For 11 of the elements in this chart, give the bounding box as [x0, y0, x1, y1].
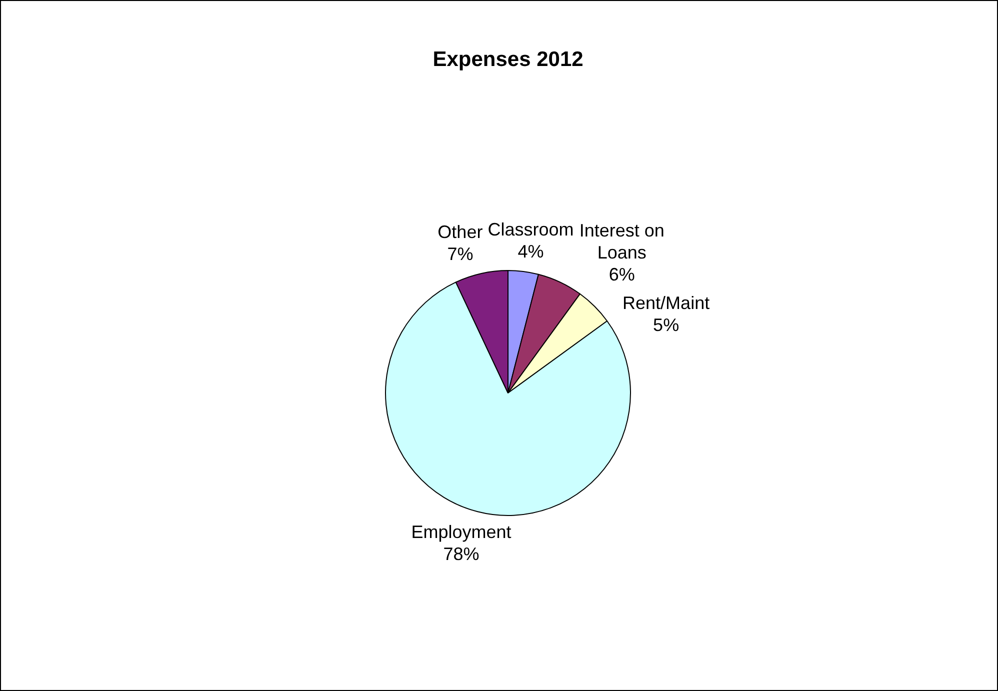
data-label: 6%	[608, 264, 635, 284]
chart-title: Expenses 2012	[432, 48, 584, 71]
slice-label: Other	[438, 222, 483, 242]
slice-label: Interest on Loans	[579, 220, 664, 262]
data-label: 78%	[443, 544, 480, 564]
slice-label: Employment	[411, 522, 512, 542]
data-label: 7%	[447, 244, 474, 264]
slice-label: Rent/Maint	[622, 293, 710, 314]
data-label: 5%	[653, 315, 680, 336]
data-label: 4%	[518, 241, 544, 262]
slice-label: Classroom	[488, 219, 574, 240]
